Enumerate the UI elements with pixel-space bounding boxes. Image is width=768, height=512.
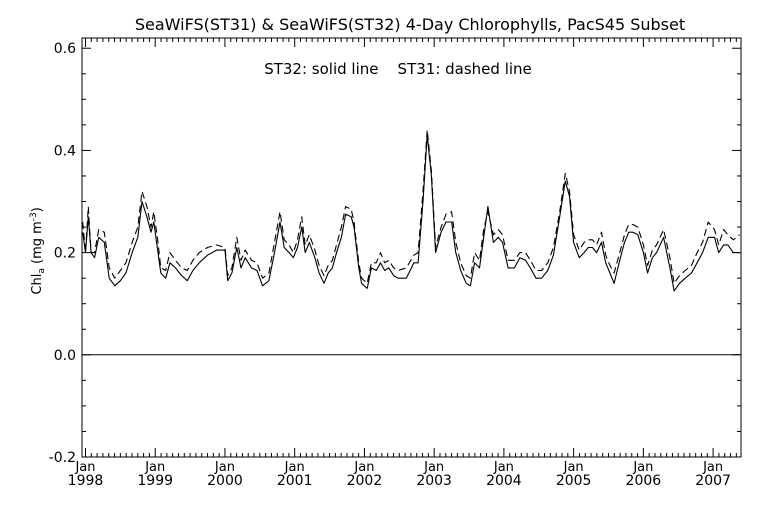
x-tick-year: 2004 [486,473,522,489]
x-tick-month: Jan [493,460,514,475]
plot-area: -0.20.00.20.40.6Jan1998Jan1999Jan2000Jan… [49,37,742,489]
x-tick-month: Jan [74,460,95,475]
x-tick-month: Jan [284,460,305,475]
legend-annotation: ST32: solid line ST31: dashed line [264,60,532,78]
y-tick-label: 0.6 [54,41,76,57]
plot-frame [81,37,742,458]
y-tick-label: 0.2 [54,246,76,262]
y-tick-label: -0.2 [49,450,76,466]
y-axis-label-sup: -3 [29,212,39,221]
y-axis-label-main: Chl [30,274,45,295]
series-line-st32 [82,134,740,292]
x-tick-year: 2007 [695,473,731,489]
x-tick-year: 2001 [277,473,313,489]
x-tick-year: 2005 [556,473,592,489]
x-tick-month: Jan [423,460,444,475]
x-tick-month: Jan [353,460,374,475]
y-axis-label-sub: a [37,268,47,274]
x-tick-year: 2000 [207,473,243,489]
x-tick-year: 2006 [626,473,662,489]
y-tick-label: 0.4 [54,143,76,159]
x-tick-month: Jan [214,460,235,475]
y-tick-label: 0.0 [54,348,76,364]
x-tick-year: 1998 [68,473,104,489]
x-tick-month: Jan [563,460,584,475]
x-tick-month: Jan [632,460,653,475]
svg-text:Chla (mg m-3): Chla (mg m-3) [29,178,47,332]
x-tick-month: Jan [702,460,723,475]
y-axis-label-unit: (mg m [30,221,45,268]
chart-title: SeaWiFS(ST31) & SeaWiFS(ST32) 4-Day Chlo… [135,15,685,34]
y-axis-label-close: ) [30,207,45,212]
series-line-st31 [82,129,740,284]
x-tick-year: 2002 [347,473,383,489]
x-tick-year: 2003 [416,473,452,489]
y-axis-label: Chla (mg m-3) [29,178,47,332]
x-tick-month: Jan [144,460,165,475]
x-tick-year: 1999 [137,473,173,489]
